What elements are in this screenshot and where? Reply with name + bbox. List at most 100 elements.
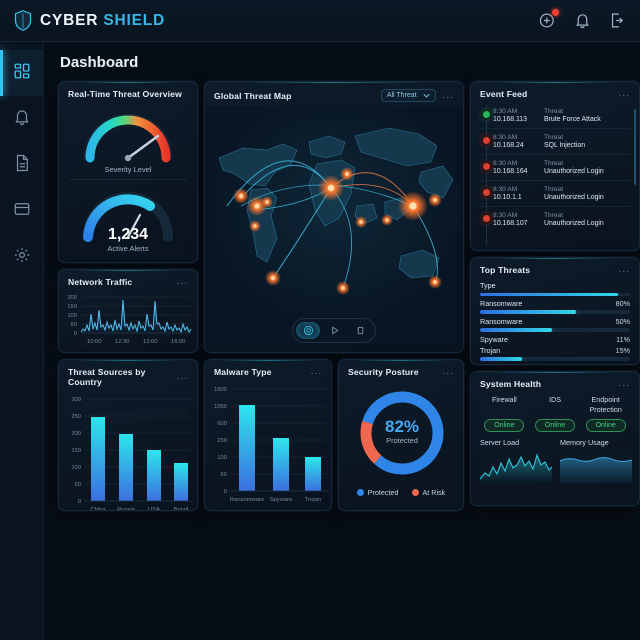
x-label-trojan: Trojan — [305, 497, 321, 503]
map-controls — [292, 318, 376, 343]
panel-menu-button[interactable]: ... — [618, 264, 630, 275]
x-label-spyware: Spyware — [270, 497, 293, 503]
panel-network-traffic: Network Traffic ... 200 150 100 50 0 — [58, 269, 198, 353]
panel-menu-button[interactable]: ... — [618, 88, 630, 99]
panel-system-health: System Health ... Firewall Online IDS On… — [470, 371, 640, 506]
table-row: Ransomware 80% — [480, 298, 630, 309]
panel-header: Event Feed ... — [471, 82, 639, 103]
map-stop-icon[interactable] — [348, 322, 372, 339]
chevron-down-icon — [423, 93, 430, 98]
service-ids: IDS Online — [530, 395, 581, 432]
threat-label: Ransomware — [480, 316, 523, 326]
service-firewall: Firewall Online — [479, 395, 530, 432]
donut-protected — [360, 391, 444, 475]
brand-logo[interactable]: CYBER SHIELD — [14, 10, 165, 31]
bell-icon — [13, 108, 31, 131]
panel-menu-button[interactable]: ... — [310, 366, 322, 377]
sidebar-item-billing[interactable] — [0, 188, 44, 234]
y-tick-200: 200 — [71, 431, 81, 437]
progress-track — [480, 310, 630, 314]
panel-menu-button[interactable]: ... — [442, 366, 454, 377]
panel-title: Top Threats — [480, 265, 531, 275]
y-tick-250: 250 — [217, 438, 227, 444]
dashboard-grid-icon — [13, 62, 31, 85]
event-kind: Threat — [544, 107, 564, 115]
sidebar-item-alerts[interactable] — [0, 96, 44, 142]
threat-filter-select[interactable]: All Threat — [380, 89, 436, 102]
list-item[interactable]: 8:30 AM 10.168.24 Threat SQL Injection — [480, 128, 630, 154]
threat-pct: 50% — [615, 316, 630, 326]
status-badge[interactable]: Online — [484, 419, 525, 432]
network-traffic-chart: 200 150 100 50 0 10:00 12:30 13:00 16:00 — [67, 295, 192, 345]
list-item[interactable]: 8:30 AM 10.168.164 Threat Unauthorized L… — [480, 154, 630, 180]
threat-pct: 80% — [615, 298, 630, 308]
panel-menu-button[interactable]: ... — [442, 89, 454, 101]
add-user-icon[interactable] — [539, 9, 559, 29]
progress-track — [480, 292, 630, 296]
panel-menu-button[interactable]: ... — [176, 371, 188, 382]
legend-item-protected[interactable]: Protected — [356, 488, 399, 497]
status-badge[interactable]: Online — [534, 419, 576, 432]
sidebar-item-settings[interactable] — [0, 234, 44, 280]
scrollbar-thumb[interactable] — [634, 109, 636, 185]
y-tick-50: 50 — [75, 482, 81, 488]
severity-gauge-label: Severity Level — [104, 165, 152, 174]
list-item[interactable]: 8:30 AM 10.10.1.1 Threat Unauthorized Lo… — [480, 180, 630, 206]
event-detail: SQL Injection — [544, 141, 586, 149]
event-detail: Brute Force Attack — [544, 115, 601, 123]
brand-name: CYBER — [40, 11, 99, 29]
header-actions — [539, 9, 626, 29]
sparkline-row: Server Load Memory Usage — [471, 432, 639, 488]
attack-nodes — [233, 167, 442, 295]
service-endpoint-protection: Endpoint Protection Online — [580, 395, 631, 432]
panel-title: System Health — [480, 379, 542, 389]
top-bar: CYBER SHIELD — [0, 0, 640, 42]
event-time: 8:30 AM — [493, 159, 518, 167]
timeline-rail — [486, 105, 487, 245]
list-item[interactable]: 8:30 AM 10.168.107 Threat Unauthorized L… — [480, 206, 630, 232]
list-item[interactable]: 8:30 AM 10.168.113 Threat Brute Force At… — [480, 103, 630, 128]
event-time: 8:30 AM — [493, 185, 518, 193]
y-tick-600: 600 — [217, 421, 227, 427]
map-settings-target-icon[interactable] — [296, 322, 320, 339]
bar-ransomware — [239, 405, 255, 491]
progress-track — [480, 357, 630, 361]
panel-header: Top Threats ... — [471, 258, 639, 279]
event-ip: 10.168.113 — [493, 115, 527, 123]
event-ip: 10.10.1.1 — [493, 193, 522, 201]
severity-gauge: Severity Level — [59, 104, 197, 174]
x-label-usa: USA — [148, 507, 160, 511]
threat-pct: 12% — [616, 364, 630, 365]
x-tick-2: 12:30 — [115, 339, 130, 345]
bell-icon[interactable] — [574, 12, 591, 29]
logout-icon[interactable] — [609, 12, 626, 29]
y-tick-0: 0 — [224, 489, 227, 495]
panel-threat-map: Global Threat Map All Threat ... — [204, 81, 464, 353]
panel-menu-button[interactable]: ... — [618, 378, 630, 389]
panel-title: Malware Type — [214, 367, 272, 377]
event-list[interactable]: 8:30 AM 10.168.113 Threat Brute Force At… — [471, 103, 639, 249]
y-tick-200: 200 — [67, 295, 77, 301]
bar-trojan — [305, 457, 321, 491]
sidebar-item-dashboard[interactable] — [0, 50, 44, 96]
y-tick-50: 50 — [71, 322, 77, 328]
panel-title: Global Threat Map — [214, 90, 292, 101]
panel-menu-button[interactable]: ... — [176, 276, 188, 287]
threat-pct: 11% — [616, 334, 630, 344]
top-threats-list: Type Ransomware 80% Ransomware 50% Spywa… — [471, 279, 639, 365]
donut-wrap: 82% Protected — [339, 381, 463, 485]
map-play-icon[interactable] — [322, 322, 346, 339]
y-tick-150: 150 — [71, 448, 81, 454]
table-row: Trojan 15% — [480, 345, 630, 356]
active-alerts-label: Active Alerts — [107, 244, 149, 253]
threat-sources-chart: 300 250 200 150 100 50 0 China Russia US… — [71, 397, 193, 511]
sidebar-item-reports[interactable] — [0, 142, 44, 188]
legend-item-at-risk[interactable]: At Risk — [411, 488, 445, 497]
event-kind: Threat — [544, 211, 564, 219]
threat-map-canvas[interactable] — [205, 106, 463, 352]
status-badge[interactable]: Online — [585, 419, 626, 432]
event-kind: Threat — [544, 133, 564, 141]
document-icon — [13, 154, 31, 177]
donut-legend: Protected At Risk — [339, 485, 463, 497]
x-tick-1: 10:00 — [87, 339, 102, 345]
